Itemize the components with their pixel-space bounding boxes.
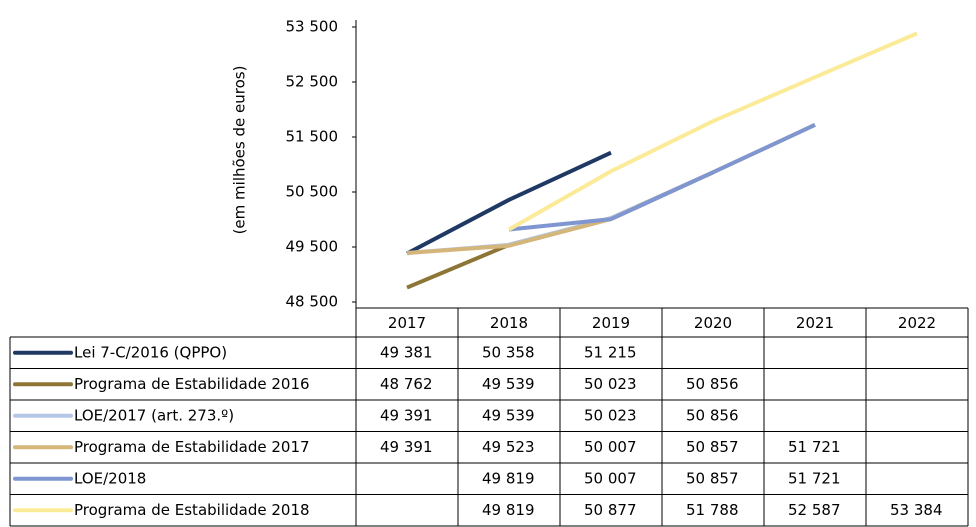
table-value: 49 539	[482, 406, 535, 424]
table-value: 50 856	[686, 375, 739, 393]
series-line	[406, 123, 816, 255]
table-value: 50 877	[584, 501, 637, 519]
table-value: 50 857	[686, 469, 739, 487]
table-value: 51 788	[686, 501, 739, 519]
y-axis-label: (em milhões de euros)	[231, 66, 249, 235]
table-value: 50 007	[584, 469, 637, 487]
y-tick-label: 50 500	[286, 183, 339, 201]
legend-label: Programa de Estabilidade 2016	[74, 375, 310, 393]
x-tick-label: 2022	[898, 314, 936, 332]
x-tick-label: 2018	[490, 314, 528, 332]
table-value: 49 539	[482, 375, 535, 393]
legend-label: Programa de Estabilidade 2018	[74, 501, 310, 519]
series-line	[406, 150, 612, 256]
y-tick-label: 53 500	[286, 18, 339, 36]
x-tick-label: 2017	[388, 314, 426, 332]
table-value: 51 215	[584, 343, 637, 361]
y-tick-label: 52 500	[286, 73, 339, 91]
x-tick-label: 2020	[694, 314, 732, 332]
table-value: 51 721	[788, 469, 841, 487]
table-value: 51 721	[788, 438, 841, 456]
legend-label: LOE/2018	[74, 469, 146, 487]
series-line	[406, 170, 714, 255]
table-value: 49 381	[380, 343, 433, 361]
table-value: 49 391	[380, 406, 433, 424]
y-tick-label: 51 500	[286, 128, 339, 146]
table-value: 49 523	[482, 438, 535, 456]
legend-label: Lei 7-C/2016 (QPPO)	[74, 343, 227, 361]
y-tick-label: 48 500	[286, 293, 339, 311]
table-value: 50 857	[686, 438, 739, 456]
x-tick-label: 2019	[592, 314, 630, 332]
table-value: 50 023	[584, 375, 637, 393]
legend-label: LOE/2017 (art. 273.º)	[74, 406, 234, 424]
table-value: 48 762	[380, 375, 433, 393]
legend-label: Programa de Estabilidade 2017	[74, 438, 310, 456]
table-value: 52 587	[788, 501, 841, 519]
x-tick-label: 2021	[796, 314, 834, 332]
table-value: 50 023	[584, 406, 637, 424]
table-value: 49 819	[482, 501, 535, 519]
y-tick-label: 49 500	[286, 238, 339, 256]
table-value: 49 391	[380, 438, 433, 456]
series-line	[508, 123, 816, 232]
table-value: 50 856	[686, 406, 739, 424]
table-value: 49 819	[482, 469, 535, 487]
series-line	[508, 31, 918, 232]
table-value: 50 358	[482, 343, 535, 361]
table-value: 53 384	[890, 501, 943, 519]
table-value: 50 007	[584, 438, 637, 456]
